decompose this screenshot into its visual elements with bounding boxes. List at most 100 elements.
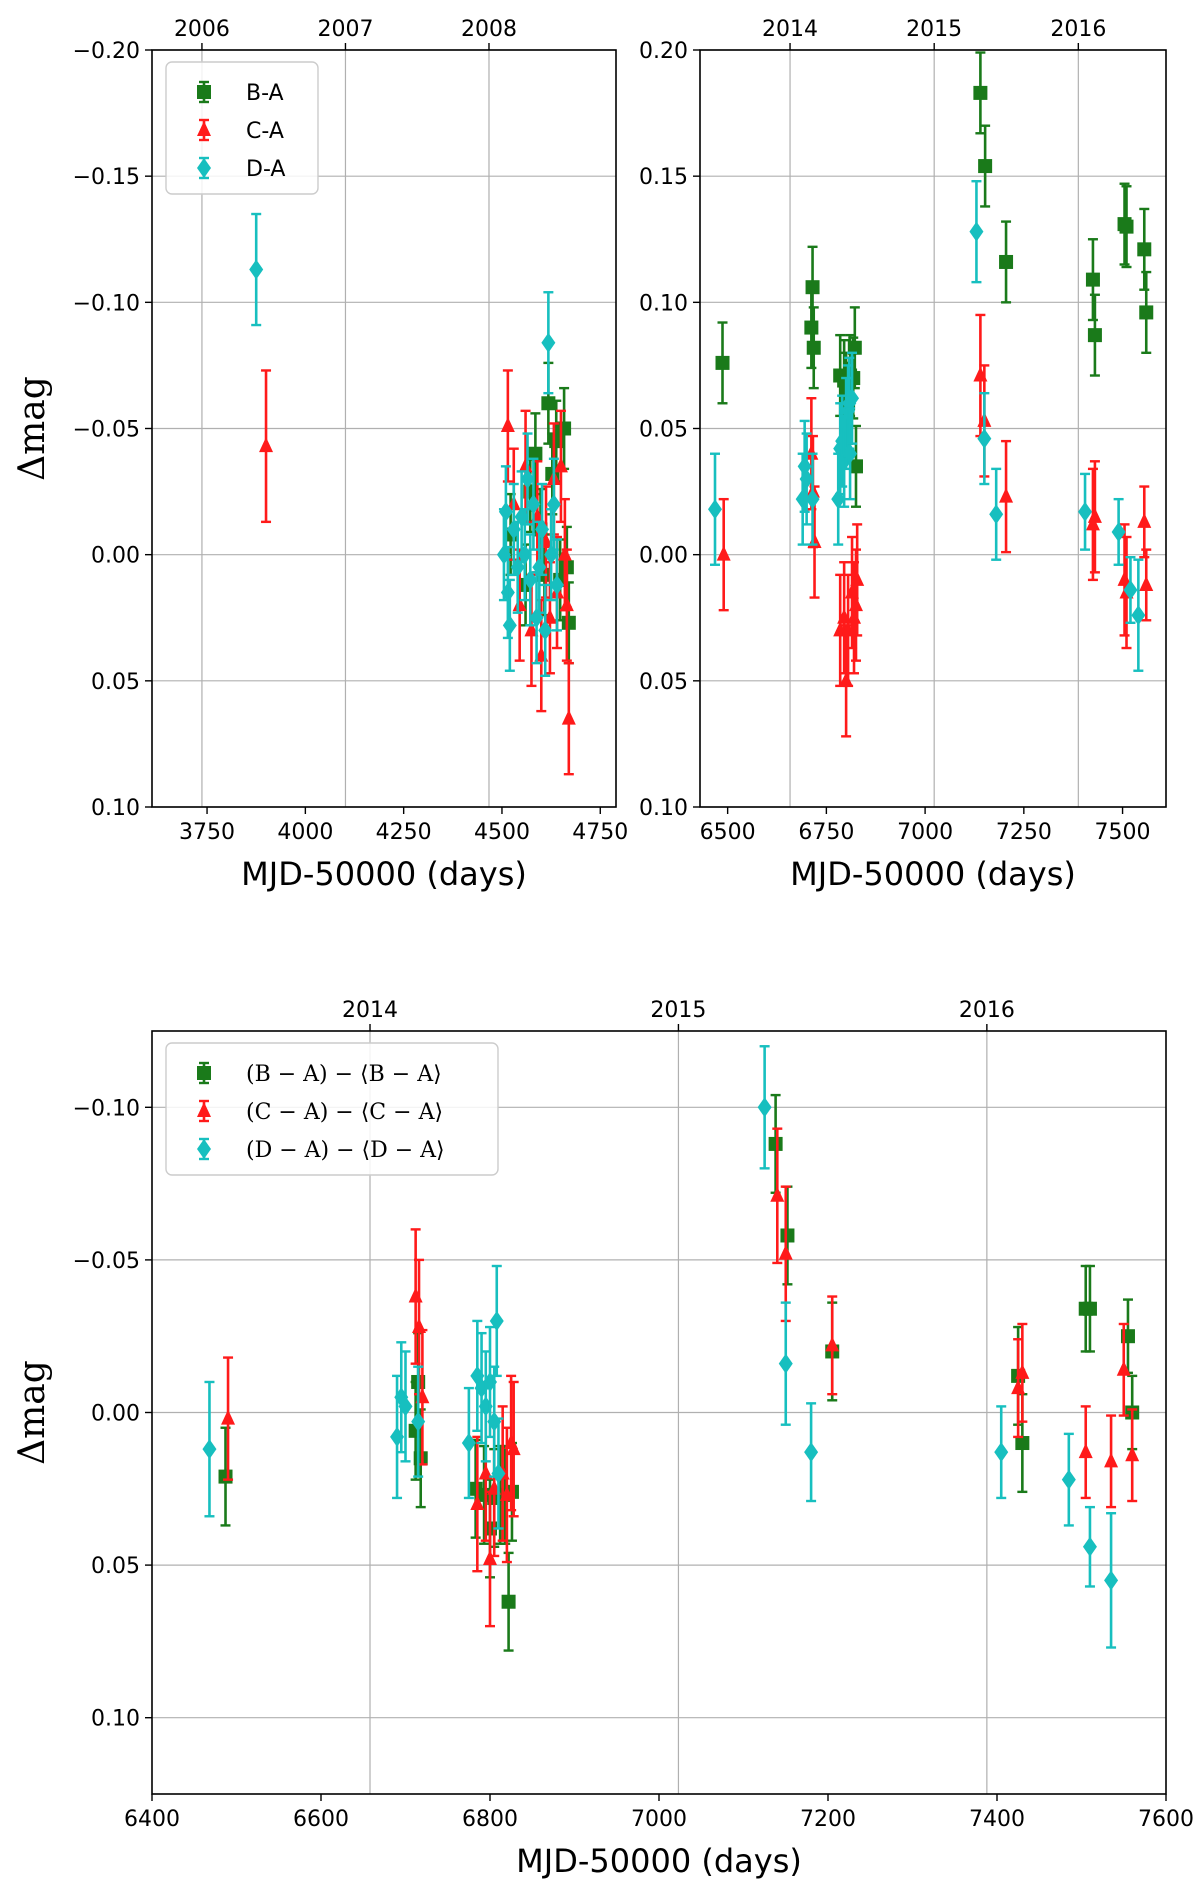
data-point xyxy=(1111,521,1126,542)
y-tick-label: 0.10 xyxy=(91,1707,140,1732)
legend-marker xyxy=(197,1102,211,1117)
data-point xyxy=(757,1097,772,1118)
data-point xyxy=(845,388,860,409)
y-tick-label: 0.15 xyxy=(639,165,688,190)
x-tick-label: 6600 xyxy=(293,1807,349,1832)
data-point xyxy=(768,1136,783,1151)
data-point xyxy=(778,1353,793,1374)
y-tick-label: 0.00 xyxy=(639,544,688,569)
y-tick-label: 0.05 xyxy=(91,670,140,695)
data-point xyxy=(1123,579,1138,600)
data-point xyxy=(715,355,730,370)
data-point xyxy=(805,280,820,295)
legend-marker xyxy=(197,85,211,99)
x-tick-label: 7500 xyxy=(1095,820,1151,845)
data-point xyxy=(1139,575,1154,591)
data-point xyxy=(778,1244,793,1260)
data-point xyxy=(806,340,821,355)
series-d-a xyxy=(708,180,1146,672)
data-point xyxy=(1119,219,1134,234)
legend-label: D-A xyxy=(246,157,285,182)
data-point xyxy=(506,1440,521,1456)
x-tick-label: 4750 xyxy=(572,820,628,845)
top-axis-year-label: 2014 xyxy=(342,998,398,1023)
data-point xyxy=(804,1442,819,1463)
y-tick-label: 0.10 xyxy=(639,291,688,316)
data-point xyxy=(1125,1446,1140,1462)
top-axis-year-label: 2016 xyxy=(1050,17,1106,42)
data-point xyxy=(1085,515,1100,531)
data-point xyxy=(526,494,541,515)
data-point xyxy=(413,1451,428,1466)
top-axis-year-label: 2008 xyxy=(461,17,517,42)
legend-label: (D − A) − ⟨D − A⟩ xyxy=(246,1138,445,1163)
data-point xyxy=(517,544,532,565)
y-tick-label: −0.20 xyxy=(73,39,140,64)
data-point xyxy=(520,468,535,489)
data-point xyxy=(825,1336,840,1352)
data-point xyxy=(512,596,527,612)
data-point xyxy=(807,533,822,549)
legend: B-A C-A D-A xyxy=(165,61,319,195)
data-point xyxy=(557,421,572,436)
y-axis-title: Δmag xyxy=(12,376,53,481)
x-tick-label: 7200 xyxy=(800,1807,856,1832)
x-axis-title: MJD-50000 (days) xyxy=(790,855,1076,893)
y-tick-label: 0.05 xyxy=(639,670,688,695)
data-point xyxy=(1082,1536,1097,1557)
x-tick-label: 6750 xyxy=(798,820,854,845)
data-point xyxy=(770,1186,785,1202)
data-point xyxy=(398,1396,413,1417)
data-point xyxy=(218,1469,233,1484)
data-point xyxy=(847,340,862,355)
legend-box xyxy=(165,61,319,195)
data-point xyxy=(1131,605,1146,626)
top-axis-year-label: 2007 xyxy=(317,17,373,42)
data-point xyxy=(1139,305,1154,320)
data-point xyxy=(994,1442,1009,1463)
data-point xyxy=(501,1594,516,1609)
top-axis-year-label: 2014 xyxy=(762,17,818,42)
legend: (B − A) − ⟨B − A⟩ (C − A) − ⟨C − A⟩ (D − A… xyxy=(165,1042,499,1176)
data-point xyxy=(489,1310,504,1331)
data-point xyxy=(461,1433,476,1454)
data-point xyxy=(523,569,538,590)
data-point xyxy=(1015,1363,1030,1379)
panel-bottom: 6400 6600 6800 7000 7200 7400 7600 −0.10 −0.05 0.… xyxy=(12,998,1194,1880)
data-point xyxy=(1085,272,1100,287)
data-point xyxy=(850,570,865,586)
y-axis-title: Δmag xyxy=(12,1360,53,1465)
data-point xyxy=(839,671,854,687)
data-point xyxy=(1137,512,1152,528)
data-point xyxy=(973,85,988,100)
data-point xyxy=(1087,328,1102,343)
y-tick-label: 0.05 xyxy=(639,418,688,443)
panel-top-left: 3750 4000 4250 4500 4750 −0.20 −0.15 −0.10 −0.05… xyxy=(12,17,628,893)
data-point xyxy=(780,1228,795,1243)
x-tick-label: 6500 xyxy=(700,820,756,845)
top-axis-year-label: 2006 xyxy=(174,17,230,42)
data-point xyxy=(1117,570,1132,586)
data-point xyxy=(535,519,550,540)
y-tick-label: −0.15 xyxy=(73,165,140,190)
x-tick-label: 7000 xyxy=(897,820,953,845)
series-d-a xyxy=(249,212,565,677)
data-point xyxy=(470,1495,485,1511)
data-point xyxy=(969,221,984,242)
y-tick-label: 0.00 xyxy=(91,1402,140,1427)
x-tick-label: 7400 xyxy=(969,1807,1025,1832)
x-tick-label: 4250 xyxy=(376,820,432,845)
data-point xyxy=(1116,1360,1131,1376)
legend-label: (B − A) − ⟨B − A⟩ xyxy=(246,1062,442,1087)
y-tick-label: −0.10 xyxy=(73,1096,140,1121)
data-point xyxy=(541,396,556,411)
data-point xyxy=(524,621,539,637)
y-tick-label: 0.20 xyxy=(639,39,688,64)
y-tick-label: −0.05 xyxy=(73,418,140,443)
data-point xyxy=(843,443,858,464)
data-point xyxy=(999,487,1014,503)
data-point xyxy=(498,501,513,522)
top-axis-year-label: 2016 xyxy=(959,998,1015,1023)
data-point xyxy=(1104,1570,1119,1591)
data-point xyxy=(1137,242,1152,257)
